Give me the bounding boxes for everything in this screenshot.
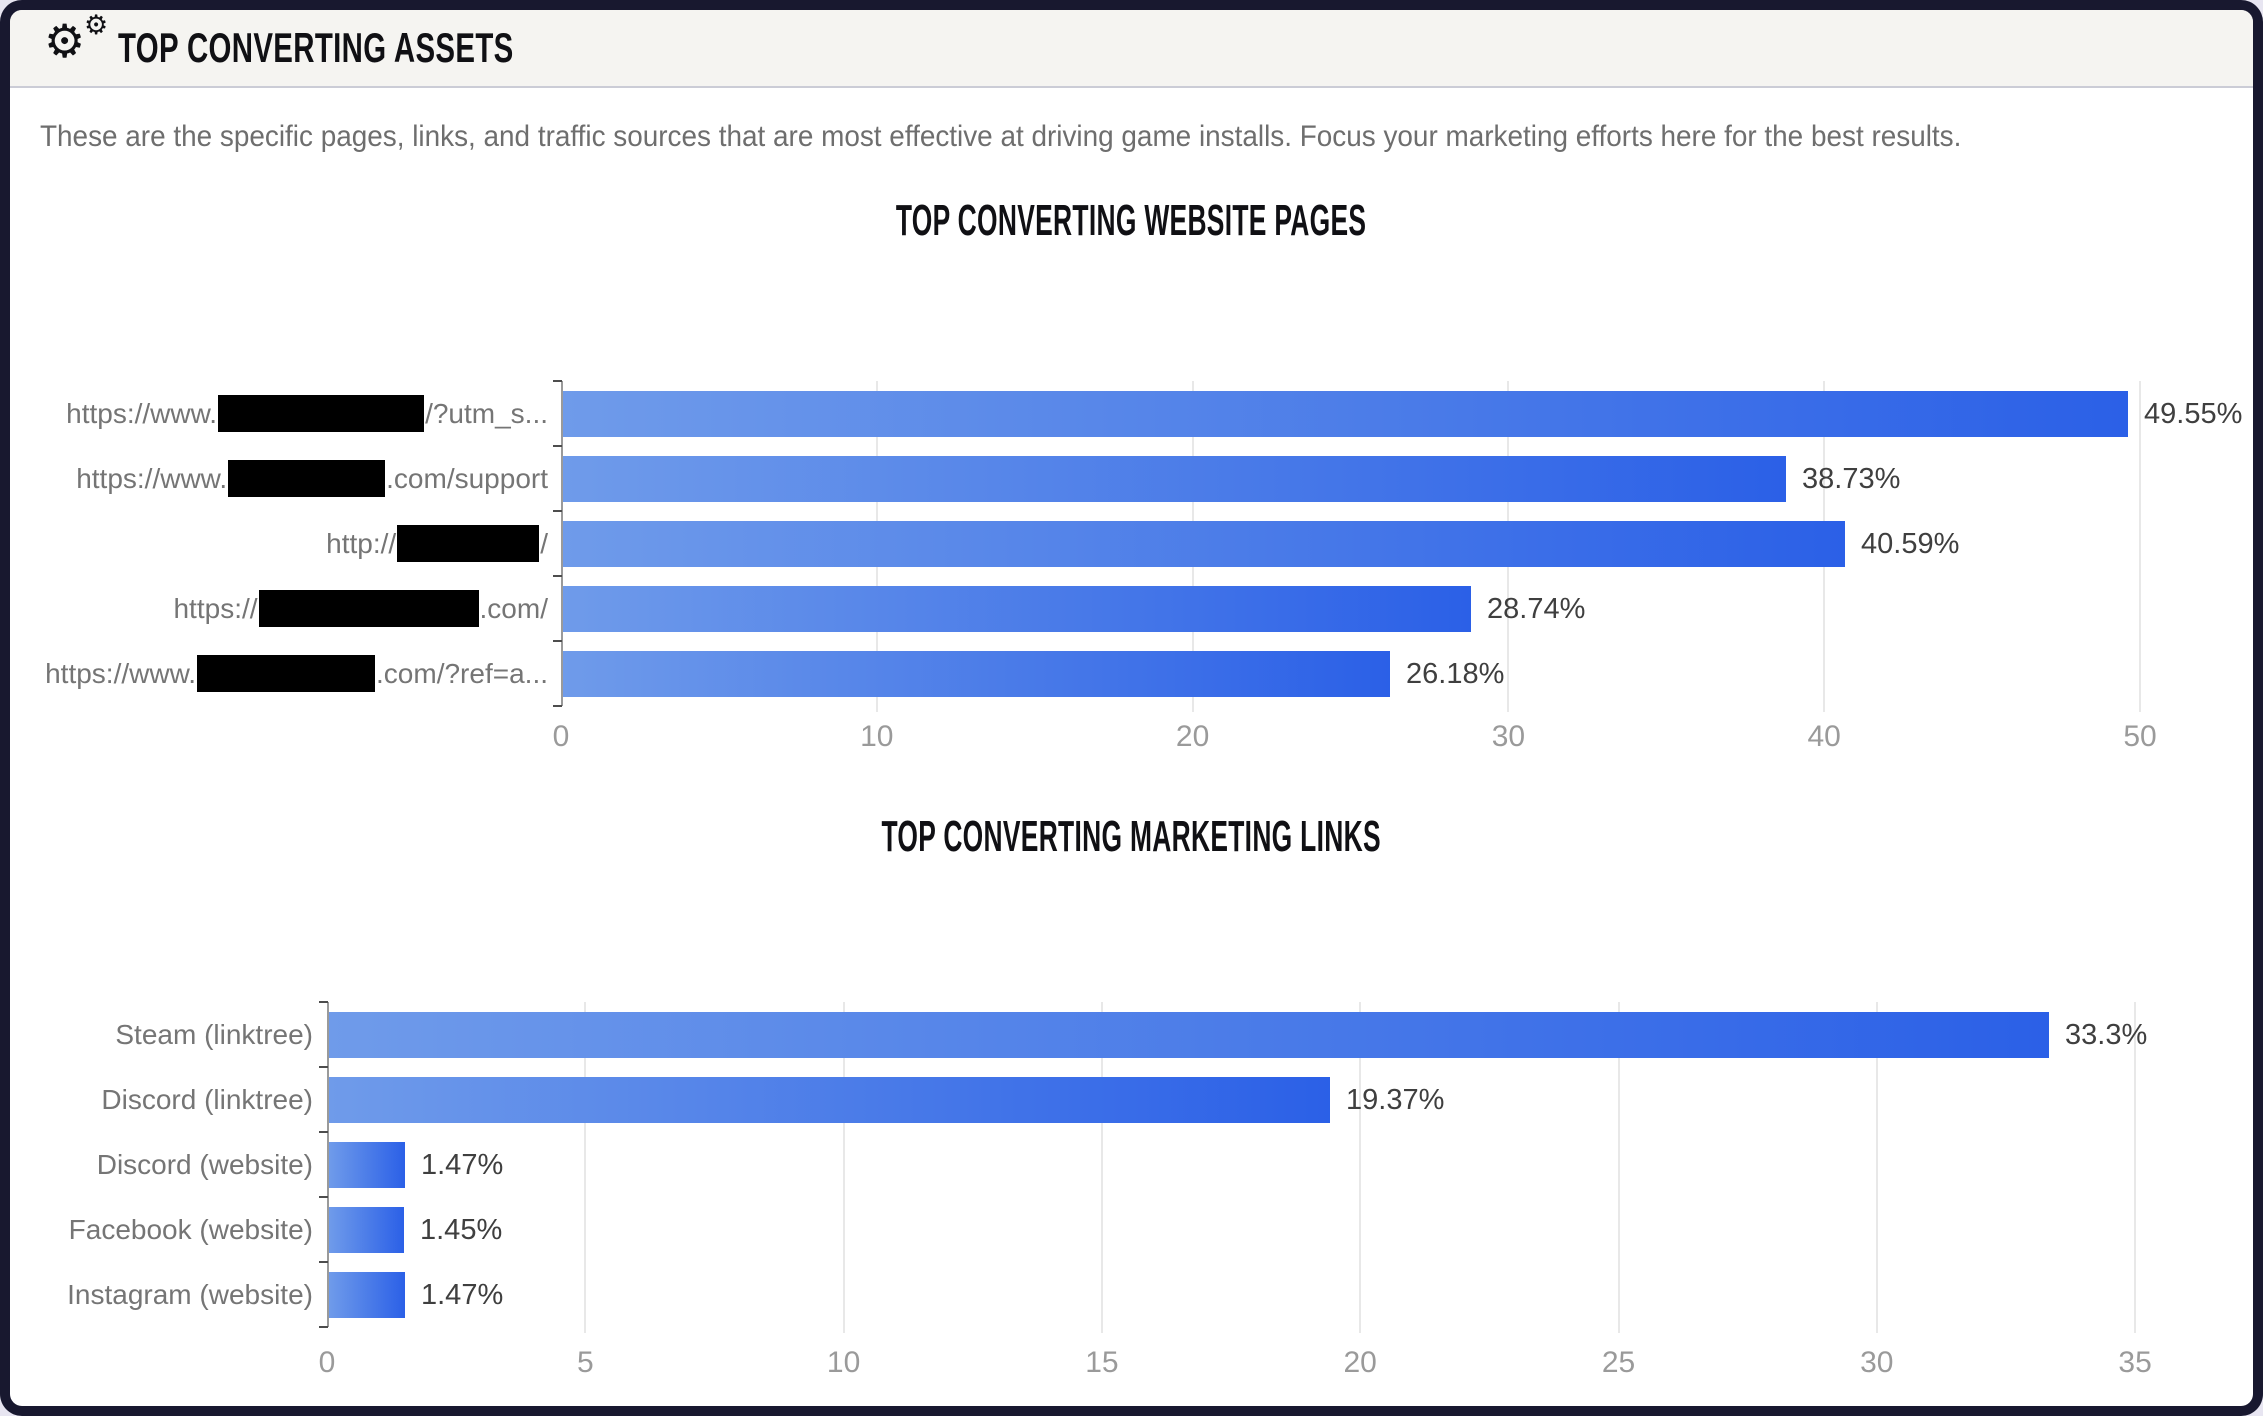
bar[interactable] [563,585,1471,632]
gear-small-icon: ⚙ [84,10,109,41]
bar[interactable] [329,1141,405,1188]
card-title: TOP CONVERTING ASSETS [118,24,514,71]
bar[interactable] [563,455,1786,502]
bar[interactable] [329,1271,405,1318]
bar[interactable] [563,520,1845,567]
bar[interactable] [329,1076,1330,1123]
card-header: ⚙ ⚙ TOP CONVERTING ASSETS [10,10,2253,88]
top-converting-assets-card: ⚙ ⚙ TOP CONVERTING ASSETS These are the … [10,10,2253,1406]
bar[interactable] [329,1011,2049,1058]
gears-icon: ⚙ ⚙ [44,12,118,80]
gear-large-icon: ⚙ [44,14,86,68]
bar[interactable] [563,650,1390,697]
bar[interactable] [563,390,2128,437]
card-description: These are the specific pages, links, and… [40,120,1962,153]
bar[interactable] [329,1206,404,1253]
